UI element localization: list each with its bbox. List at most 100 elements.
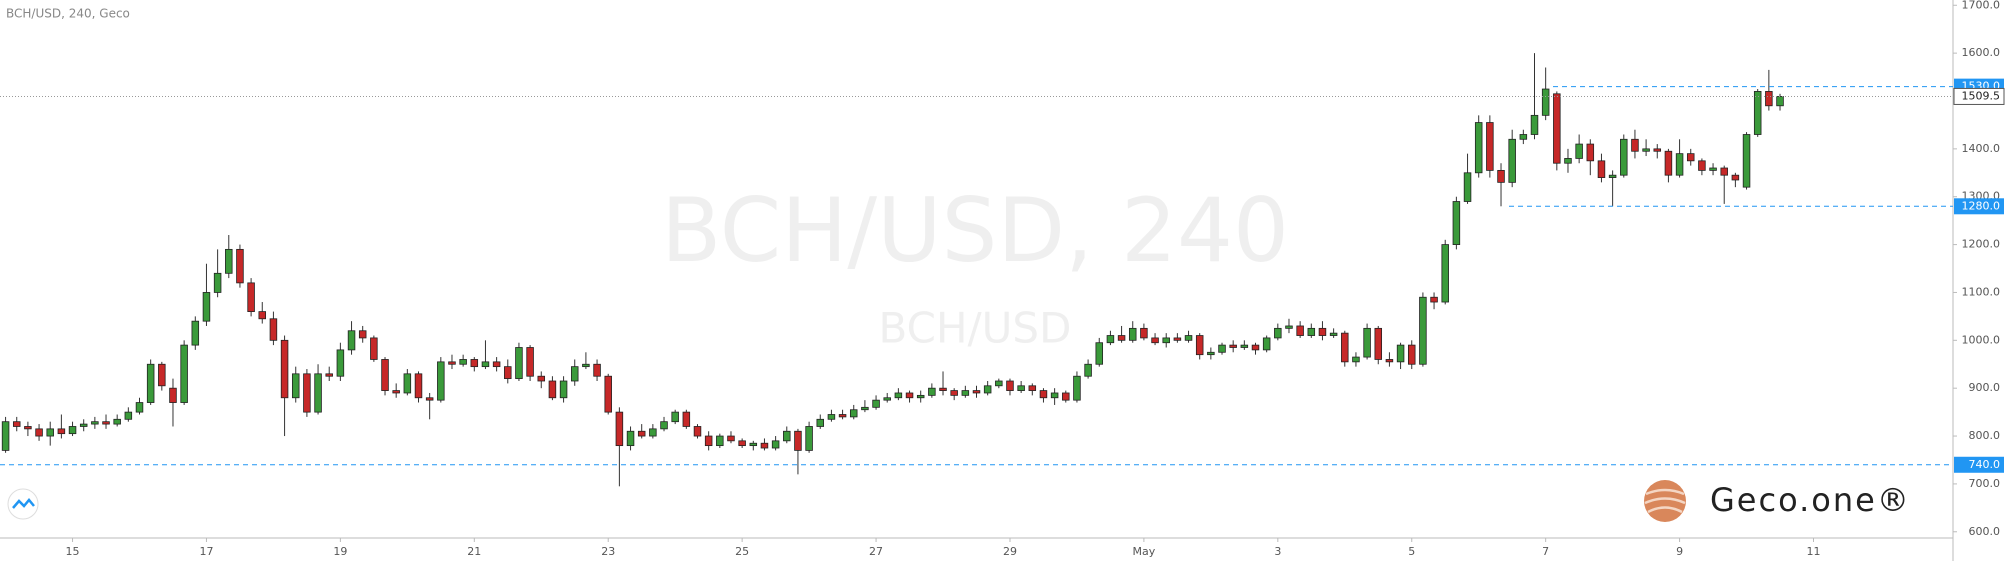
x-tick-label: 5 — [1408, 545, 1415, 558]
candle-body — [1218, 344, 1226, 353]
candle-body — [1620, 138, 1628, 176]
candle-body — [838, 414, 847, 418]
candle-body — [794, 430, 802, 451]
candle-body — [660, 421, 668, 430]
candle-body — [626, 430, 635, 447]
candle-body — [1117, 335, 1126, 341]
candle-body — [1698, 160, 1706, 171]
candle-body — [325, 373, 333, 377]
candle-body — [102, 421, 110, 425]
candle-body — [1251, 344, 1260, 351]
candle-body — [448, 361, 456, 365]
candle-body — [760, 442, 769, 449]
candle-body — [1642, 148, 1650, 152]
level-tag — [1954, 456, 2004, 473]
candle-body — [481, 361, 490, 368]
candle-body — [1709, 167, 1717, 171]
candle-body — [849, 409, 858, 418]
candle-body — [704, 435, 713, 447]
y-tick-label: 600.0 — [1969, 525, 2001, 538]
logo-icon — [1644, 480, 1686, 522]
candle-body — [180, 344, 188, 403]
candle-body — [236, 248, 244, 284]
candle-body — [928, 387, 936, 396]
candle-body — [671, 411, 679, 423]
candle-body — [1765, 91, 1773, 107]
candle-body — [827, 414, 836, 420]
tv-icon[interactable] — [7, 488, 39, 520]
x-tick-label: May — [1133, 545, 1156, 558]
y-tick-label: 1700.0 — [1962, 0, 2001, 11]
candle-body — [347, 330, 356, 351]
candle-body — [1050, 392, 1059, 399]
candle-body — [1006, 380, 1014, 391]
candle-body — [79, 423, 88, 427]
watermark: BCH/USD, 240 — [661, 179, 1289, 282]
candle-body — [727, 435, 735, 442]
candle-body — [1140, 327, 1148, 339]
candle-body — [492, 361, 501, 368]
candle-body — [1184, 335, 1193, 341]
candle-body — [1274, 327, 1282, 339]
candle-body — [1575, 143, 1583, 159]
candle-body — [437, 361, 445, 401]
candle-body — [593, 363, 601, 377]
candle-body — [146, 363, 155, 403]
candle-body — [1229, 344, 1237, 348]
candle-body — [1151, 337, 1159, 344]
candle-body — [950, 390, 958, 396]
candle-body — [280, 339, 289, 399]
candle-body — [124, 411, 133, 420]
level-label: 1280.0 — [1962, 199, 2001, 212]
candle-body — [1463, 172, 1472, 202]
candle-body — [1106, 335, 1115, 344]
candle-body — [570, 366, 579, 382]
candle-body — [1318, 327, 1327, 336]
candle-body — [1262, 337, 1271, 351]
candle-body — [1084, 363, 1092, 377]
candle-body — [46, 428, 54, 437]
x-tick-label: 19 — [333, 545, 347, 558]
candle-body — [1285, 325, 1293, 329]
candle-body — [1363, 327, 1371, 358]
candle-body — [470, 359, 479, 368]
candle-body — [1597, 160, 1606, 178]
x-tick-label: 17 — [199, 545, 213, 558]
candle-body — [35, 428, 43, 437]
candle-body — [314, 373, 322, 413]
candle-body — [716, 435, 724, 447]
candle-body — [548, 380, 557, 399]
candle-body — [515, 347, 523, 380]
symbol-label: BCH/USD, 240, Geco — [6, 7, 130, 21]
candle-body — [370, 337, 378, 360]
x-tick-label: 23 — [601, 545, 615, 558]
candle-body — [1776, 96, 1784, 107]
candle-body — [615, 411, 624, 447]
candle-body — [749, 442, 758, 447]
candle-body — [1017, 385, 1025, 391]
candle-body — [861, 406, 869, 411]
logo-text: Geco.one® — [1710, 481, 1911, 519]
candle-body — [291, 373, 300, 399]
x-tick-label: 29 — [1003, 545, 1017, 558]
candle-body — [1095, 342, 1104, 365]
candle-body — [225, 248, 233, 274]
candle-body — [504, 366, 512, 380]
candle-body — [1039, 390, 1048, 399]
candle-body — [883, 397, 891, 401]
candle-body — [1062, 392, 1070, 401]
candle-body — [213, 272, 222, 293]
candle-body — [905, 392, 914, 399]
candle-body — [1753, 91, 1762, 135]
candle-body — [1073, 375, 1081, 401]
candle-body — [459, 359, 467, 365]
candle-body — [537, 375, 546, 382]
candle-body — [169, 387, 177, 403]
candle-body — [202, 292, 211, 322]
x-tick-label: 21 — [467, 545, 481, 558]
candle-body — [1162, 337, 1170, 344]
candle-body — [1430, 296, 1438, 303]
candle-body — [995, 380, 1003, 387]
candle-body — [604, 375, 612, 413]
